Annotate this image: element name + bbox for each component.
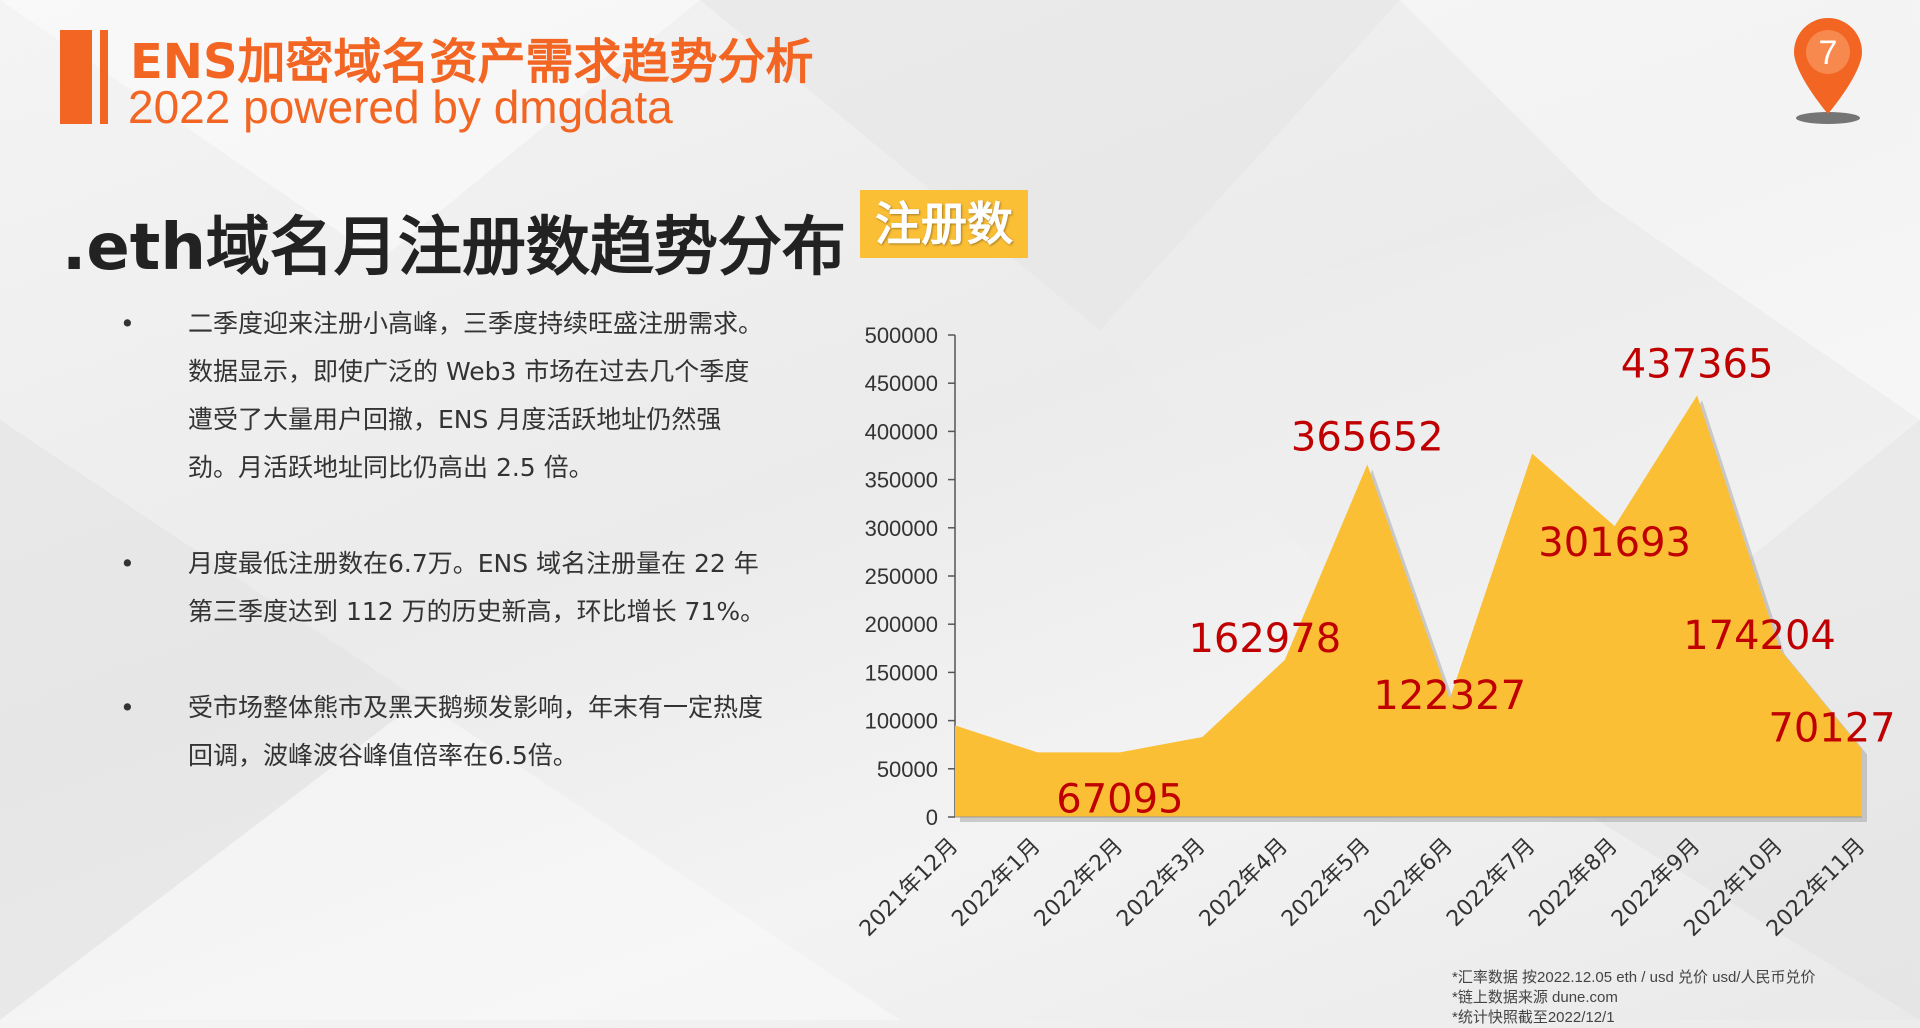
bullet-item: • 二季度迎来注册小高峰，三季度持续旺盛注册需求。数据显示，即使广泛的 Web3 … — [120, 309, 764, 482]
x-tick-label: 2022年1月 — [947, 834, 1045, 932]
y-tick-label: 400000 — [865, 419, 938, 444]
y-tick-label: 450000 — [865, 371, 938, 396]
data-label: 67095 — [1056, 776, 1183, 822]
series-area — [955, 395, 1862, 817]
data-label: 162978 — [1188, 616, 1341, 662]
page-number-pin-icon: 7 — [1788, 14, 1868, 126]
footnotes: *汇率数据 按2022.12.05 eth / usd 兑价 usd/人民币兑价… — [1452, 968, 1815, 1028]
y-tick-label: 300000 — [865, 516, 938, 541]
y-tick-label: 200000 — [865, 612, 938, 637]
header-accent-bar — [60, 30, 92, 124]
bullet-text: 受市场整体熊市及黑天鹅频发影响，年末有一定热度回调，波峰波谷峰值倍率在6.5倍。 — [188, 693, 764, 770]
x-tick-label: 2022年5月 — [1277, 834, 1375, 932]
data-label: 301693 — [1538, 520, 1691, 566]
registration-area-chart: 0 50000 100000 150000 200000 250000 300000 3500… — [855, 323, 1896, 942]
x-tick-label: 2022年8月 — [1525, 834, 1623, 932]
data-label: 70127 — [1768, 705, 1895, 751]
bullet-text: 月度最低注册数在6.7万。ENS 域名注册量在 22 年第三季度达到 112 万… — [188, 549, 766, 626]
footnote: *统计快照截至2022/12/1 — [1452, 1009, 1615, 1026]
y-tick-label: 350000 — [865, 468, 938, 493]
y-tick-label: 500000 — [865, 323, 938, 348]
footnote: *汇率数据 按2022.12.05 eth / usd 兑价 usd/人民币兑价 — [1452, 969, 1816, 986]
y-tick-label: 100000 — [865, 709, 938, 734]
header-accent-line — [100, 30, 108, 124]
y-tick-label: 150000 — [865, 660, 938, 685]
bullet-item: • 受市场整体熊市及黑天鹅频发影响，年末有一定热度回调，波峰波谷峰值倍率在6.5倍… — [120, 693, 764, 770]
deck-title: ENS加密域名资产需求趋势分析 — [130, 34, 814, 90]
y-tick-label: 250000 — [865, 564, 938, 589]
x-tick-label: 2022年3月 — [1112, 834, 1210, 932]
y-tick-label: 0 — [926, 805, 938, 830]
x-tick-label: 2021年12月 — [855, 834, 963, 942]
data-label: 122327 — [1373, 673, 1526, 719]
data-label: 174204 — [1683, 613, 1836, 659]
bullet-list: • 二季度迎来注册小高峰，三季度持续旺盛注册需求。数据显示，即使广泛的 Web3 … — [120, 300, 770, 828]
deck-subtitle: 2022 powered by dmgdata — [128, 81, 673, 133]
y-tick-label: 50000 — [877, 757, 938, 782]
bullet-item: • 月度最低注册数在6.7万。ENS 域名注册量在 22 年第三季度达到 112 … — [120, 549, 766, 626]
metric-tag: 注册数 — [860, 190, 1028, 258]
bullet-text: 二季度迎来注册小高峰，三季度持续旺盛注册需求。数据显示，即使广泛的 Web3 市… — [188, 309, 764, 482]
x-tick-label: 2022年6月 — [1360, 834, 1458, 932]
x-tick-label: 2022年2月 — [1030, 834, 1128, 932]
page-number: 7 — [1819, 34, 1838, 72]
data-label: 437365 — [1621, 341, 1774, 387]
data-label: 365652 — [1291, 415, 1444, 461]
x-tick-label: 2022年4月 — [1195, 834, 1293, 932]
x-tick-label: 2022年7月 — [1442, 834, 1540, 932]
footnote: *链上数据来源 dune.com — [1452, 989, 1618, 1006]
section-title: .eth域名月注册数趋势分布 — [62, 211, 846, 285]
